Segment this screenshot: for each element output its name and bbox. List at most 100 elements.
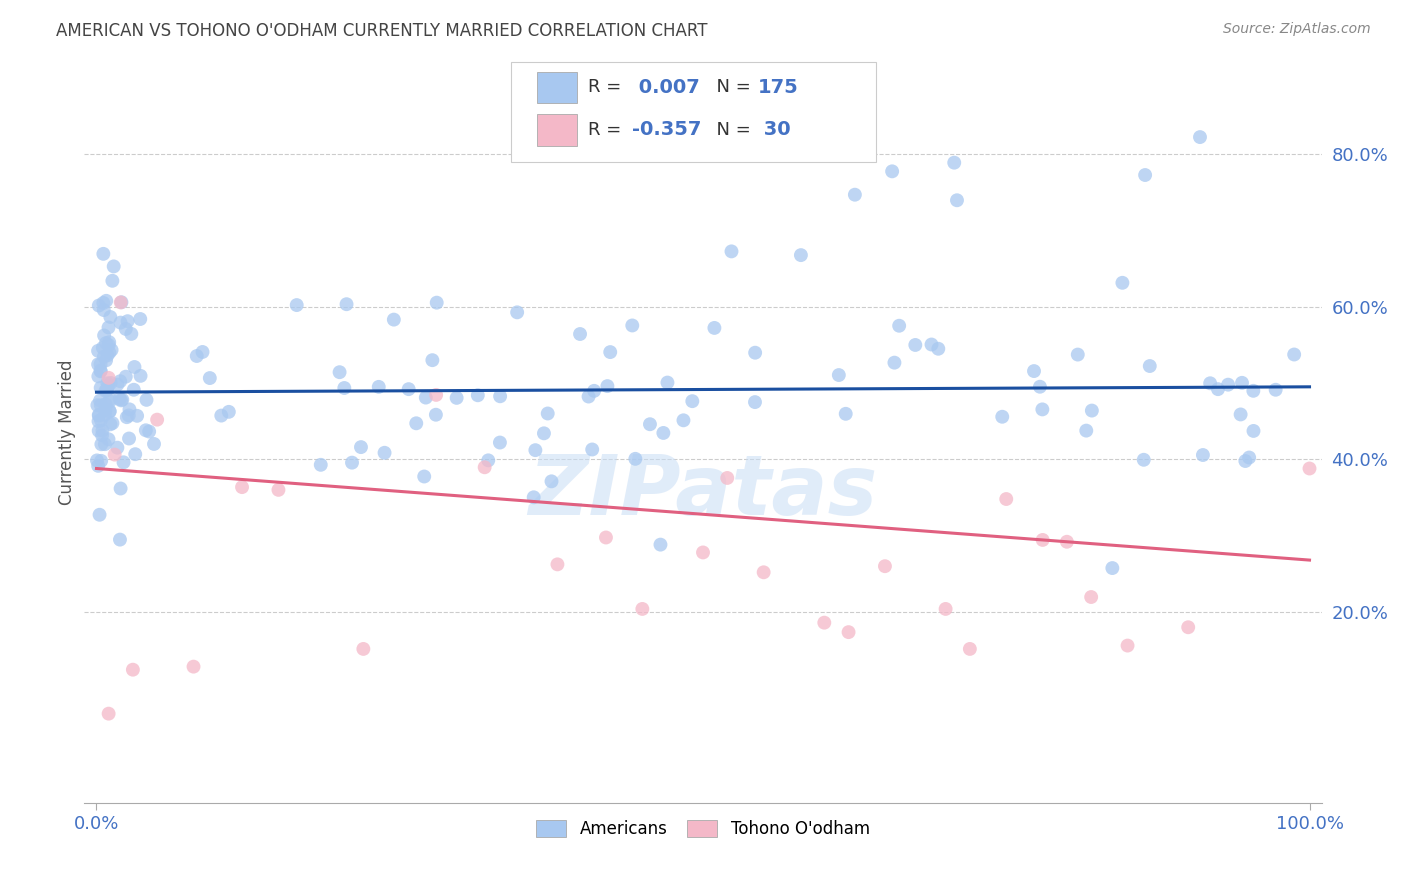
Text: 30: 30 (758, 120, 792, 139)
Point (110, 482, 132, 496)
Point (89, 393, 111, 408)
Point (87, 343, 110, 358)
Point (87, 299, 110, 313)
Point (681, 394, 703, 409)
Point (703, 321, 725, 335)
Point (97, 706, 120, 721)
Text: ZIPatas: ZIPatas (529, 451, 877, 533)
Point (1133, 168, 1156, 182)
Point (87, 357, 110, 371)
Point (285, 298, 308, 312)
Point (367, 380, 389, 394)
Text: Source: ZipAtlas.com: Source: ZipAtlas.com (1223, 22, 1371, 37)
Point (1032, 533, 1054, 547)
Point (1116, 639, 1139, 653)
Point (267, 483, 290, 497)
Point (218, 405, 240, 419)
Point (120, 326, 142, 341)
Point (904, 338, 927, 352)
Point (995, 491, 1018, 506)
Point (118, 432, 141, 446)
Point (935, 602, 957, 616)
Point (87, 409, 110, 423)
Point (87, 408, 110, 422)
Point (108, 533, 131, 547)
Text: 175: 175 (758, 78, 799, 97)
Point (96, 376, 118, 391)
Point (98, 345, 121, 359)
Point (94, 402, 117, 417)
Point (335, 297, 357, 311)
Point (425, 408, 447, 422)
Point (533, 426, 555, 441)
Point (117, 314, 139, 328)
Point (98, 404, 121, 418)
Point (524, 443, 547, 458)
Point (927, 342, 949, 356)
Text: N =: N = (706, 121, 756, 139)
Point (110, 295, 132, 310)
Point (94, 336, 117, 351)
Point (107, 377, 129, 392)
Point (183, 659, 205, 673)
Point (540, 475, 562, 489)
Text: AMERICAN VS TOHONO O'ODHAM CURRENTLY MARRIED CORRELATION CHART: AMERICAN VS TOHONO O'ODHAM CURRENTLY MAR… (56, 22, 707, 40)
Point (198, 371, 221, 385)
Point (583, 384, 606, 398)
Point (100, 417, 122, 432)
Legend: Americans, Tohono O'odham: Americans, Tohono O'odham (527, 812, 879, 847)
Point (1022, 364, 1045, 378)
Point (413, 469, 436, 483)
Point (537, 407, 560, 421)
Point (1177, 620, 1199, 634)
Point (100, 343, 122, 357)
Point (415, 391, 437, 405)
Point (1031, 402, 1053, 417)
Point (716, 471, 738, 485)
Point (118, 402, 141, 417)
Point (1234, 454, 1257, 468)
Point (1139, 359, 1161, 373)
Point (652, 425, 675, 440)
Point (91, 428, 114, 442)
Point (91, 424, 114, 438)
Point (138, 425, 160, 439)
Point (94, 408, 117, 422)
Point (87, 369, 110, 384)
Point (114, 322, 136, 336)
Text: N =: N = (706, 78, 756, 96)
Point (477, 453, 499, 467)
Point (115, 410, 138, 425)
Point (1230, 376, 1253, 390)
Point (87, 424, 110, 438)
Point (124, 359, 146, 374)
Point (595, 531, 617, 545)
Point (489, 389, 512, 403)
Point (89, 508, 111, 522)
Point (1237, 450, 1260, 465)
Text: R =: R = (588, 78, 627, 96)
Point (89, 364, 111, 378)
Point (98, 335, 121, 350)
Point (1298, 461, 1320, 475)
Point (86, 398, 108, 412)
Point (1206, 382, 1229, 396)
Point (93, 350, 115, 364)
Point (1243, 424, 1265, 438)
Point (1029, 380, 1052, 394)
Point (129, 312, 152, 326)
Point (94, 353, 117, 368)
Point (426, 295, 449, 310)
Point (129, 368, 152, 383)
Point (599, 345, 621, 359)
Point (621, 318, 644, 333)
Point (127, 409, 149, 423)
Point (813, 615, 835, 630)
Point (97, 320, 120, 334)
Point (474, 460, 496, 475)
Point (90, 357, 112, 371)
Point (844, 187, 866, 202)
Point (405, 417, 427, 431)
Point (100, 376, 122, 390)
Point (87, 414, 110, 428)
